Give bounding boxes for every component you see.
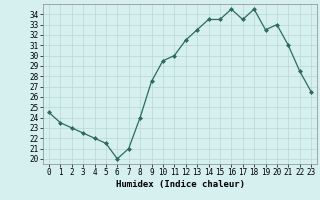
X-axis label: Humidex (Indice chaleur): Humidex (Indice chaleur)	[116, 180, 244, 189]
